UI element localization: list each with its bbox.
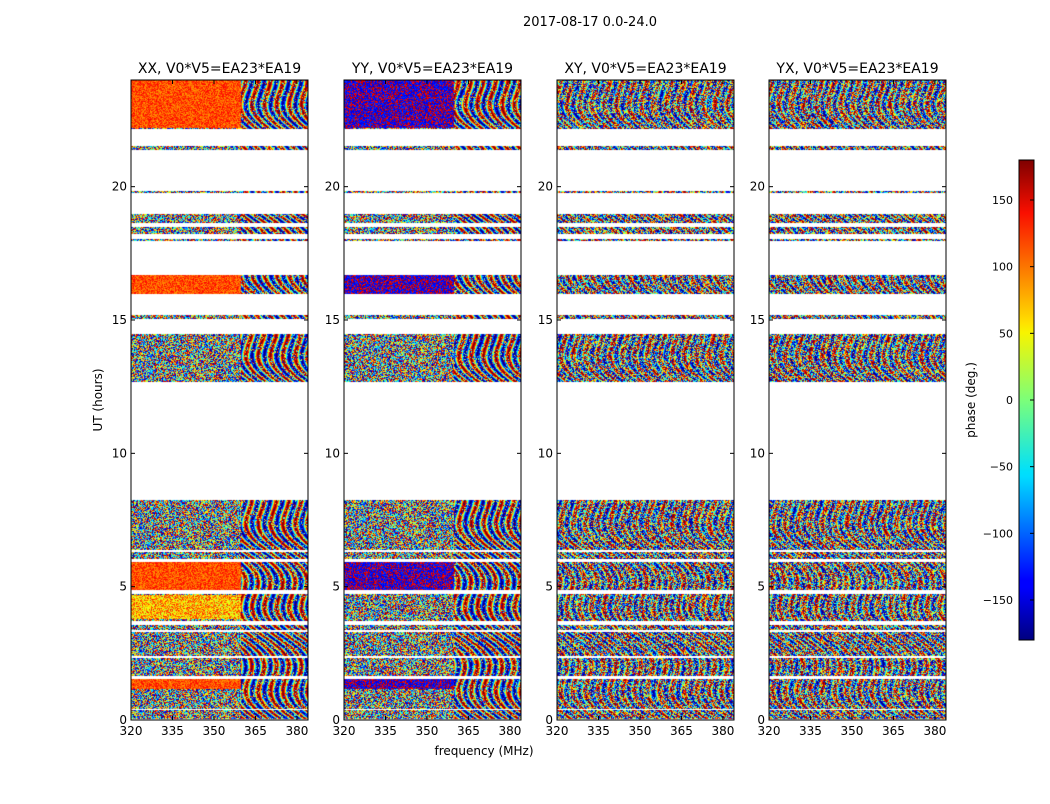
x-tick-label: 320 (546, 724, 569, 738)
y-tick-label: 5 (332, 580, 340, 594)
panel-title: XX, V0*V5=EA23*EA19 (138, 61, 301, 77)
y-tick-label: 10 (112, 446, 127, 460)
panel-title: XY, V0*V5=EA23*EA19 (564, 61, 726, 77)
x-tick-label: 320 (120, 724, 143, 738)
y-axis-label: UT (hours) (91, 368, 105, 431)
x-tick-label: 350 (629, 724, 652, 738)
x-tick-label: 380 (923, 724, 946, 738)
y-tick-label: 0 (545, 713, 553, 727)
colorbar: 150 100 50 0 −50 −100 −150 phase (deg.) (964, 159, 1035, 641)
x-tick-label: 320 (333, 724, 356, 738)
panel-heatmap (131, 80, 308, 720)
y-tick-label: 5 (757, 580, 765, 594)
panel-heatmap (557, 80, 734, 720)
x-tick-label: 350 (416, 724, 439, 738)
colorbar-tick-label: 100 (992, 261, 1013, 274)
colorbar-tick-label: −100 (983, 527, 1013, 540)
colorbar-ticks: 150 100 50 0 −50 −100 −150 (983, 194, 1034, 607)
y-tick-label: 15 (325, 313, 340, 327)
y-tick-label: 0 (757, 713, 765, 727)
x-tick-label: 365 (882, 724, 905, 738)
colorbar-tick-label: −150 (983, 594, 1013, 607)
x-axis-label: frequency (MHz) (434, 744, 533, 758)
x-tick-label: 365 (457, 724, 480, 738)
panel-4: YX, V0*V5=EA23*EA19 320 335 350 365 380 0 5 10 15… (750, 61, 947, 738)
x-tick-label: 320 (758, 724, 781, 738)
panel-heatmap (769, 80, 946, 720)
panel-3: XY, V0*V5=EA23*EA19 320 335 350 365 380 0 5 10 15… (538, 61, 735, 738)
panel-heatmap (344, 80, 521, 720)
y-tick-label: 5 (119, 580, 127, 594)
x-tick-label: 365 (670, 724, 693, 738)
figure-title: 2017-08-17 0.0-24.0 (523, 15, 657, 30)
x-tick-label: 380 (498, 724, 521, 738)
y-tick-label: 10 (750, 446, 765, 460)
y-tick-label: 0 (332, 713, 340, 727)
panel-frame (343, 79, 522, 721)
y-tick-label: 20 (325, 180, 340, 194)
panel-1: XX, V0*V5=EA23*EA19 320 335 350 365 380 0 5 10 15… (112, 61, 309, 738)
panel-title: YX, V0*V5=EA23*EA19 (775, 61, 938, 77)
x-tick-label: 350 (841, 724, 864, 738)
panels: XX, V0*V5=EA23*EA19 320 335 350 365 380 0 5 10 15… (112, 61, 947, 738)
x-tick-label: 350 (203, 724, 226, 738)
x-tick-label: 335 (161, 724, 184, 738)
y-tick-label: 20 (538, 180, 553, 194)
y-tick-label: 10 (538, 446, 553, 460)
panel-2: YY, V0*V5=EA23*EA19 320 335 350 365 380 0 5 10 15… (325, 61, 522, 738)
panel-frame (556, 79, 735, 721)
y-tick-label: 15 (538, 313, 553, 327)
y-tick-label: 5 (545, 580, 553, 594)
y-tick-label: 15 (112, 313, 127, 327)
x-tick-label: 365 (244, 724, 267, 738)
colorbar-tick-label: 0 (1006, 394, 1013, 407)
colorbar-tick-label: 50 (999, 327, 1013, 340)
x-tick-label: 335 (587, 724, 610, 738)
colorbar-tick-label: −50 (990, 461, 1013, 474)
panel-title: YY, V0*V5=EA23*EA19 (351, 61, 513, 77)
panel-frame (768, 79, 947, 721)
y-tick-label: 10 (325, 446, 340, 460)
x-tick-label: 380 (285, 724, 308, 738)
y-tick-label: 0 (119, 713, 127, 727)
y-tick-label: 20 (112, 180, 127, 194)
colorbar-tick-label: 150 (992, 194, 1013, 207)
panel-frame (130, 79, 309, 721)
y-tick-label: 20 (750, 180, 765, 194)
y-tick-label: 15 (750, 313, 765, 327)
x-tick-label: 335 (374, 724, 397, 738)
colorbar-label: phase (deg.) (964, 362, 978, 438)
x-tick-label: 380 (711, 724, 734, 738)
x-tick-label: 335 (799, 724, 822, 738)
